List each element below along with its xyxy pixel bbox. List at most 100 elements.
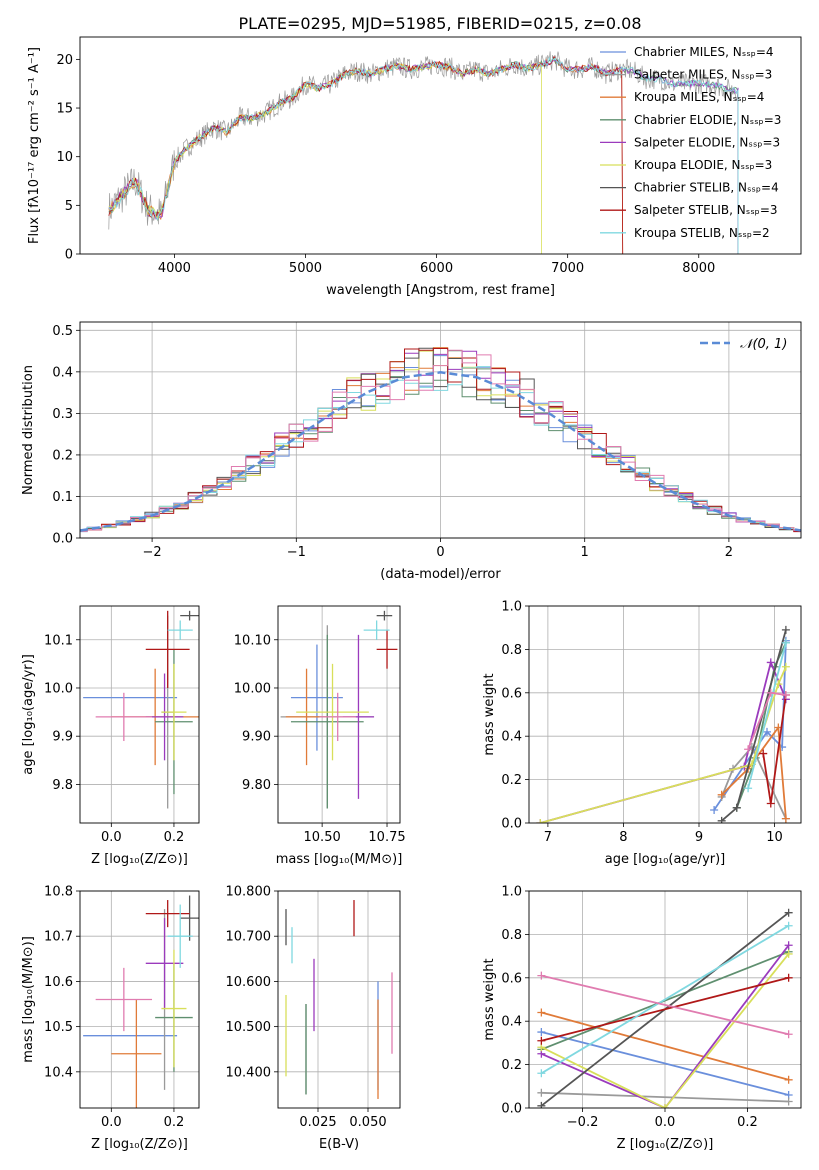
spectrum-legend: Chabrier MILES, Nₛₛₚ=4 Salpeter MILES, Nₛ…: [600, 45, 781, 240]
x-axis-label: E(B-V): [319, 1137, 359, 1152]
y-tick-label: 0.5: [52, 324, 73, 339]
y-tick-label: 0.2: [52, 448, 73, 463]
plot-frame: [277, 890, 401, 1109]
weight-marker: [784, 908, 793, 917]
spectrum-line: [108, 55, 624, 254]
spectrum-line: [108, 57, 739, 254]
x-tick-label: 0.025: [299, 1115, 336, 1130]
y-tick-label: 9.8: [52, 778, 73, 793]
age-vs-mass-axes: 10.50 10.75 9.80 9.90 10.00 10.10 mass [log₁₀(…: [234, 606, 406, 867]
x-tick-label: 8: [619, 830, 627, 845]
y-tick-label: 15: [56, 102, 73, 117]
x-tick-label: 0.2: [164, 830, 185, 845]
weight-marker: [781, 662, 790, 671]
x-tick-label: 0.2: [164, 1115, 185, 1130]
x-tick-label: 10.50: [304, 830, 341, 845]
x-tick-label: 10: [766, 830, 783, 845]
weight-marker: [537, 1028, 546, 1037]
weight-marker: [766, 658, 775, 667]
weight-vs-Z-marks: [537, 908, 793, 1108]
weight-line: [540, 924, 790, 1075]
plot-frame: [528, 890, 802, 1109]
spectrum-line: [108, 58, 624, 254]
y-tick-label: 0: [65, 248, 73, 263]
y-tick-label: 0.8: [501, 643, 522, 658]
x-axis-label: age [log₁₀(age/yr)]: [605, 852, 726, 867]
y-tick-label: 0.8: [501, 928, 522, 943]
histogram-step: [80, 350, 801, 532]
weight-marker: [710, 805, 719, 814]
x-tick-label: 0.2: [737, 1115, 758, 1130]
residual-histogram-axes: −2 −1 0 1 2 0.0 0.1 0.2 0.3 0.4 0.5 (data-model)/er…: [21, 322, 801, 582]
legend-label: Kroupa STELIB, Nₛₛₚ=2: [634, 226, 770, 240]
legend-label: Chabrier MILES, Nₛₛₚ=4: [634, 45, 774, 59]
y-tick-label: 10.1: [44, 633, 73, 648]
y-tick-label: 9.9: [52, 730, 73, 745]
weight-marker: [537, 1088, 546, 1097]
y-tick-label: 0.6: [501, 971, 522, 986]
y-axis-label: mass [log₁₀(M/M⊙)]: [21, 936, 36, 1063]
plot-frame: [528, 605, 802, 824]
weight-line: [540, 659, 787, 823]
legend-label: Kroupa ELODIE, Nₛₛₚ=3: [634, 158, 772, 172]
plot-frame: [79, 321, 802, 539]
y-tick-label: 0.3: [52, 407, 73, 422]
y-tick-label: 0.1: [52, 490, 73, 505]
weight-marker: [766, 799, 775, 808]
weight-line: [541, 976, 789, 1042]
weight-marker: [784, 941, 793, 950]
x-tick-label: 7: [544, 830, 552, 845]
legend-label: Chabrier STELIB, Nₛₛₚ=4: [634, 181, 779, 195]
histogram-step: [80, 347, 801, 532]
weight-vs-Z-axes: −0.2 0.0 0.2 0.0 0.2 0.4 0.6 0.8 1.0 Z [log₁₀(Z/Z…: [482, 885, 801, 1152]
y-tick-label: 10.400: [226, 1065, 272, 1080]
mass-vs-Z-marks: [83, 895, 199, 1108]
age-vs-Z-marks: [83, 610, 199, 809]
y-tick-label: 10.6: [44, 975, 73, 990]
plot-frame: [79, 605, 200, 824]
weight-marker: [766, 688, 775, 697]
y-tick-label: 20: [56, 53, 73, 68]
age-vs-Z-axes: 0.0 0.2 9.8 9.9 10.0 10.1 Z [log₁₀(Z/Z⊙)] age […: [21, 606, 199, 867]
weight-marker: [781, 638, 790, 647]
weight-marker: [732, 803, 741, 812]
y-axis-label: mass weight: [482, 958, 497, 1040]
x-tick-label: 0.0: [101, 1115, 122, 1130]
weight-marker: [537, 1069, 546, 1078]
x-tick-label: 1: [581, 545, 589, 560]
weight-marker: [717, 816, 726, 823]
x-tick-label: −2: [143, 545, 162, 560]
weight-marker: [536, 819, 545, 823]
weight-marker: [784, 973, 793, 982]
x-tick-label: 8000: [682, 261, 715, 276]
spectrum-line: [108, 51, 739, 254]
spectrum-line: [108, 56, 739, 254]
y-tick-label: 9.90: [242, 730, 271, 745]
y-tick-label: 1.0: [501, 600, 522, 615]
weight-line: [541, 953, 790, 1108]
weight-marker: [537, 1036, 546, 1045]
weight-marker: [537, 1101, 546, 1108]
y-tick-label: 10.00: [234, 681, 271, 696]
normal-curve: [80, 371, 801, 532]
plot-frame: [79, 890, 200, 1109]
weight-marker: [784, 949, 793, 958]
weight-marker: [537, 971, 546, 980]
legend-label: 𝒩(0, 1): [740, 337, 787, 352]
weight-line: [721, 725, 787, 819]
x-tick-label: −1: [287, 545, 306, 560]
weight-line: [735, 642, 787, 809]
weight-marker: [744, 784, 753, 793]
y-tick-label: 0.4: [501, 730, 522, 745]
weight-line: [541, 974, 789, 1036]
y-tick-label: 0.0: [501, 1102, 522, 1117]
weight-marker: [763, 727, 771, 736]
y-tick-label: 10.500: [226, 1020, 272, 1035]
weight-line: [541, 944, 790, 1108]
y-tick-label: 10.600: [226, 975, 272, 990]
y-tick-label: 10.0: [44, 681, 73, 696]
y-tick-label: 10.10: [234, 633, 271, 648]
x-tick-label: 7000: [551, 261, 584, 276]
y-tick-label: 10.4: [44, 1065, 73, 1080]
